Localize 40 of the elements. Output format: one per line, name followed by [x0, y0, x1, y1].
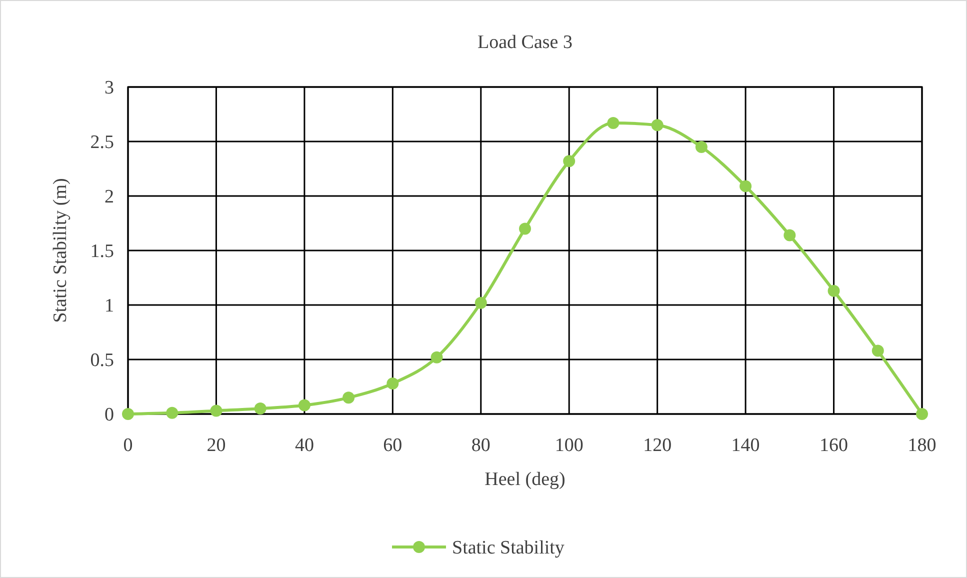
x-tick-label: 80	[471, 435, 490, 456]
y-axis-title: Static Stability (m)	[50, 178, 71, 323]
chart-title: Load Case 3	[478, 32, 572, 53]
point	[784, 229, 796, 242]
point	[695, 140, 708, 153]
point	[254, 402, 266, 415]
x-tick-label: 160	[820, 435, 848, 456]
point	[740, 180, 752, 192]
x-tick-label: 140	[731, 435, 760, 456]
x-tick-label: 60	[383, 435, 402, 456]
x-tick-label: 180	[908, 435, 936, 456]
point	[342, 392, 355, 404]
point	[651, 119, 664, 132]
point	[563, 155, 576, 168]
point	[210, 404, 222, 417]
y-tick-label: 2.5	[90, 132, 114, 154]
point	[474, 296, 487, 309]
y-tick-label: 1.5	[90, 241, 114, 262]
point	[828, 284, 840, 297]
y-tick-label: 1	[104, 296, 114, 317]
x-tick-label: 120	[643, 435, 672, 456]
point	[122, 408, 134, 420]
x-tick-label: 40	[294, 435, 314, 456]
y-tick-label: 3	[104, 78, 114, 99]
legend-label: Static Stability	[452, 538, 565, 559]
point	[872, 344, 884, 357]
x-axis-title: Heel (deg)	[484, 469, 566, 490]
point	[386, 377, 399, 390]
x-tick-label: 0	[123, 435, 133, 456]
x-tick-label: 20	[206, 435, 226, 456]
x-tick-label: 100	[554, 435, 584, 456]
point	[607, 116, 620, 129]
point	[519, 222, 531, 235]
y-tick-label: 2	[104, 186, 114, 208]
y-tick-label: 0	[104, 404, 114, 426]
point	[166, 406, 178, 419]
point	[430, 351, 443, 364]
y-tick-label: 0.5	[90, 350, 114, 372]
point	[916, 408, 928, 420]
point	[298, 399, 310, 412]
